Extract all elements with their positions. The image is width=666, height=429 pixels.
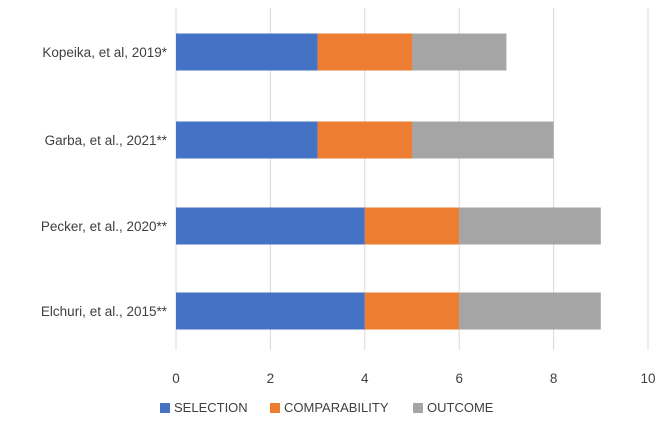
- bar-outcome-0: [412, 33, 507, 71]
- x-tick-label-10: 10: [640, 371, 655, 386]
- x-tick-label-6: 6: [455, 371, 463, 386]
- legend: SELECTION COMPARABILITY OUTCOME: [160, 400, 494, 415]
- category-label-3: Elchuri, et al., 2015**: [41, 304, 168, 319]
- category-label-1: Garba, et al., 2021**: [45, 133, 168, 148]
- bar-outcome-1: [412, 121, 554, 159]
- category-labels: Kopeika, et al, 2019* Garba, et al., 2021…: [41, 45, 168, 319]
- x-tick-label-4: 4: [361, 371, 369, 386]
- bar-comparability-2: [364, 207, 460, 245]
- bar-selection-2: [176, 207, 365, 245]
- bar-comparability-3: [364, 292, 460, 330]
- bar-outcome-3: [459, 292, 601, 330]
- bar-selection-1: [176, 121, 318, 159]
- x-tick-label-8: 8: [550, 371, 558, 386]
- legend-label-comparability: COMPARABILITY: [284, 400, 389, 415]
- bar-comparability-1: [317, 121, 412, 159]
- bar-comparability-0: [317, 33, 412, 71]
- x-axis-tick-labels: 0 2 4 6 8 10: [172, 371, 655, 386]
- x-tick-label-0: 0: [172, 371, 180, 386]
- legend-swatch-selection: [160, 403, 170, 413]
- legend-label-outcome: OUTCOME: [427, 400, 494, 415]
- x-tick-label-2: 2: [267, 371, 275, 386]
- legend-swatch-outcome: [413, 403, 423, 413]
- bar-selection-3: [176, 292, 365, 330]
- category-label-0: Kopeika, et al, 2019*: [42, 45, 167, 60]
- bar-selection-0: [176, 33, 318, 71]
- legend-swatch-comparability: [270, 403, 280, 413]
- legend-label-selection: SELECTION: [174, 400, 248, 415]
- bars: [176, 33, 601, 330]
- bar-outcome-2: [459, 207, 601, 245]
- category-label-2: Pecker, et al., 2020**: [41, 219, 168, 234]
